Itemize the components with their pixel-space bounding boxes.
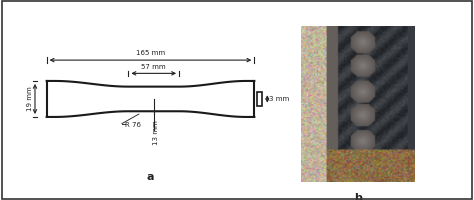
Text: 19 mm: 19 mm: [27, 87, 33, 111]
Text: a: a: [147, 172, 154, 182]
Text: 57 mm: 57 mm: [141, 64, 166, 70]
Text: 165 mm: 165 mm: [136, 50, 165, 56]
Text: 13 mm: 13 mm: [153, 121, 159, 145]
Text: b: b: [354, 193, 362, 200]
Bar: [257, 92, 262, 106]
Text: 3 mm: 3 mm: [269, 96, 290, 102]
Text: R 76: R 76: [125, 122, 140, 128]
